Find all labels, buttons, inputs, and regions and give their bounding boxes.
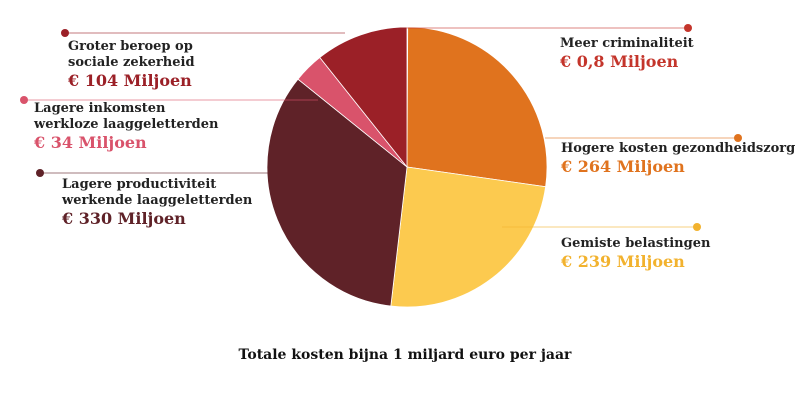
leader-criminaliteit-dot [684, 24, 692, 32]
label-gezondheidszorg-name: Hogere kosten gezondheidszorg [561, 141, 796, 156]
pie-slices [266, 26, 548, 308]
slice-gezondheidszorg [406, 26, 548, 188]
label-belastingen-name: Gemiste belastingen [561, 236, 711, 251]
slice-productiviteit [266, 78, 408, 307]
label-productiviteit: Lagere productiviteit werkende laaggelet… [62, 177, 262, 227]
label-belastingen: Gemiste belastingen € 239 Miljoen [561, 236, 710, 270]
leader-belastingen-dot [693, 223, 701, 231]
label-productiviteit-name: Lagere productiviteit werkende laaggelet… [62, 177, 253, 208]
leader-gezondheidszorg-dot [734, 134, 742, 142]
label-sociale-zekerheid: Groter beroep op sociale zekerheid € 104… [68, 39, 243, 89]
slice-sociale-zekerheid [319, 26, 408, 169]
label-sociale-zekerheid-value: € 104 Miljoen [68, 71, 192, 90]
label-inkomsten-name: Lagere inkomsten werkloze laaggeletterde… [34, 101, 219, 132]
label-inkomsten-value: € 34 Miljoen [34, 133, 147, 152]
label-criminaliteit-value: € 0,8 Miljoen [560, 52, 679, 71]
label-gezondheidszorg: Hogere kosten gezondheidszorg € 264 Milj… [561, 141, 795, 175]
label-inkomsten: Lagere inkomsten werkloze laaggeletterde… [34, 101, 224, 151]
chart-caption: Totale kosten bijna 1 miljard euro per j… [238, 347, 572, 363]
leader-sociale-zekerheid-dot [61, 29, 69, 37]
label-productiviteit-value: € 330 Miljoen [62, 209, 186, 228]
label-belastingen-value: € 239 Miljoen [561, 252, 685, 271]
label-criminaliteit: Meer criminaliteit € 0,8 Miljoen [560, 36, 694, 70]
label-sociale-zekerheid-name: Groter beroep op sociale zekerheid [68, 39, 195, 70]
label-gezondheidszorg-value: € 264 Miljoen [561, 157, 685, 176]
leader-inkomsten-dot [20, 96, 28, 104]
leader-productiviteit-dot [36, 169, 44, 177]
label-criminaliteit-name: Meer criminaliteit [560, 36, 694, 51]
slice-belastingen [390, 166, 547, 308]
leader-lines [20, 24, 742, 231]
